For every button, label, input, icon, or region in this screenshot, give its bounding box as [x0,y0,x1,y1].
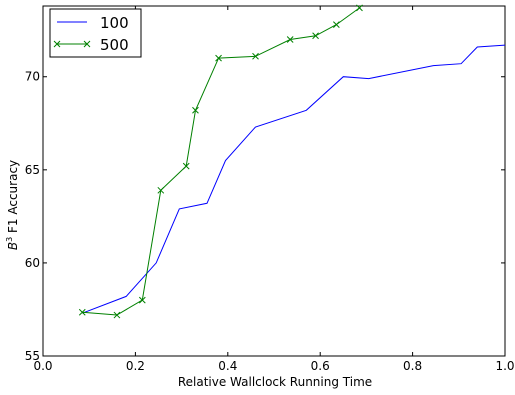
y-tick-label: 60 [25,256,40,270]
legend-marker [53,40,61,48]
axis-ticks: 0.0 0.2 0.4 0.6 0.8 1.0 55 60 65 70 [25,6,515,373]
data-point [286,36,294,43]
legend-item-100: 100 [57,14,129,32]
data-point [312,32,319,40]
legend-label: 100 [100,14,129,32]
y-tick-label: 55 [25,349,40,363]
y-tick-label: 70 [25,70,40,84]
x-tick-label: 0.2 [126,359,145,373]
x-tick-label: 0.0 [33,359,52,373]
y-axis-label-prefix: B [6,242,20,250]
data-point [192,106,199,114]
legend-item-500: 500 [53,36,129,54]
data-point [78,308,86,316]
data-point [215,54,222,62]
data-point [182,162,190,170]
series-layer [78,4,506,319]
series-100 [82,44,506,314]
y-axis-label: B3 F1 Accuracy [5,160,20,250]
y-tick-label: 65 [25,163,40,177]
x-tick-label: 0.4 [218,359,237,373]
data-point [138,296,146,304]
plot-frame [42,5,506,357]
data-point [157,186,165,194]
legend-label: 500 [100,36,129,54]
x-axis-label: Relative Wallclock Running Time [178,375,372,389]
x-tick-label: 0.6 [311,359,330,373]
series-line-500 [82,7,360,316]
data-point [356,4,363,12]
data-point [333,21,340,28]
data-point [252,52,259,60]
x-tick-label: 1.0 [495,359,514,373]
plot-area [42,5,506,357]
series-line-100 [82,44,506,314]
data-point [113,311,121,319]
x-tick-label: 0.8 [403,359,422,373]
y-axis-label-text: F1 Accuracy [6,160,20,233]
legend-marker [83,40,91,48]
series-500 [78,4,363,319]
y-axis-label-superscript: 3 [5,237,14,242]
legend-box [49,8,142,58]
